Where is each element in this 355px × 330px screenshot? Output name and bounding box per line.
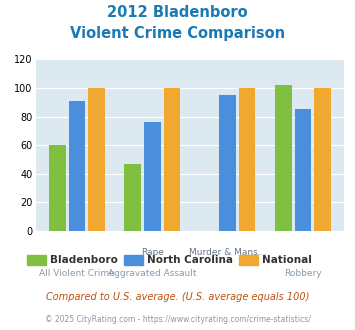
Bar (144, 122, 160, 231)
Text: Rape: Rape (141, 248, 164, 257)
Bar (69, 101, 85, 231)
Legend: Bladenboro, North Carolina, National: Bladenboro, North Carolina, National (23, 251, 316, 270)
Bar (88, 88, 105, 231)
Bar (295, 110, 311, 231)
Bar (239, 88, 256, 231)
Text: Murder & Mans...: Murder & Mans... (189, 248, 266, 257)
Bar (164, 88, 180, 231)
Bar (314, 88, 331, 231)
Bar (49, 145, 66, 231)
Text: © 2025 CityRating.com - https://www.cityrating.com/crime-statistics/: © 2025 CityRating.com - https://www.city… (45, 315, 310, 324)
Bar (219, 95, 236, 231)
Bar (124, 164, 141, 231)
Text: Compared to U.S. average. (U.S. average equals 100): Compared to U.S. average. (U.S. average … (46, 292, 309, 302)
Text: Robbery: Robbery (284, 269, 322, 278)
Text: Aggravated Assault: Aggravated Assault (108, 269, 197, 278)
Bar (275, 85, 291, 231)
Text: Violent Crime Comparison: Violent Crime Comparison (70, 26, 285, 41)
Text: 2012 Bladenboro: 2012 Bladenboro (107, 5, 248, 20)
Text: All Violent Crime: All Violent Crime (39, 269, 115, 278)
